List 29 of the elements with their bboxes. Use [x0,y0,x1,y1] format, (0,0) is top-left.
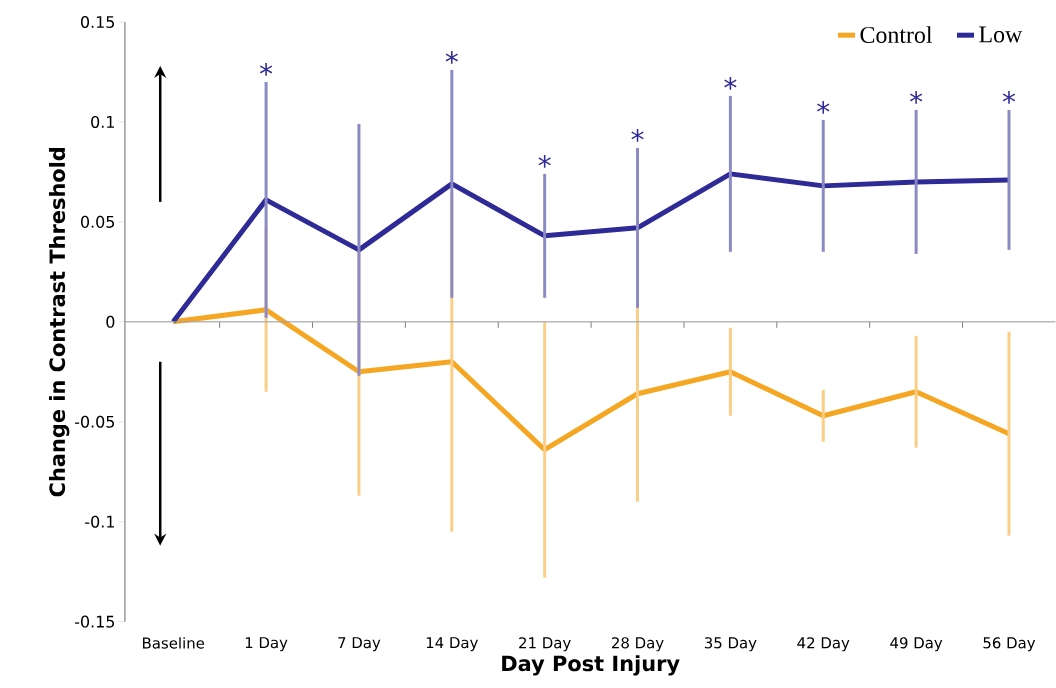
x-tick-label: 35 Day [704,637,757,652]
annotation: * [1002,91,1016,104]
annotation: * [259,63,273,76]
x-tick-label: 28 Day [612,637,664,652]
y-tick-label: 0.1 [91,116,114,129]
x-tick-label: Baseline [143,637,205,649]
x-tick-label: 7 Day [338,637,381,652]
annotation: * [909,91,923,104]
y-tick-label: 0 [106,315,115,329]
x-tick-label: 56 Day [983,637,1036,652]
y-axis-title: Change in Contrast Threshold [48,148,70,497]
x-tick-label: 1 Day [245,637,288,652]
annotation: * [817,101,830,114]
x-tick-label: 14 Day [426,637,478,652]
x-tick-label: 21 Day [519,637,571,652]
y-tick-label: -0.05 [74,415,115,428]
y-tick-label: -0.15 [74,615,115,628]
y-tick-label: 0.05 [81,216,115,229]
x-tick-label: 49 Day [890,637,943,652]
y-tick-label: 0.15 [81,16,115,29]
y-tick-label: -0.1 [85,515,114,528]
legend-label: Control [860,26,933,44]
x-axis-title: Day Post Injury [502,655,680,676]
annotation: * [724,77,737,90]
legend-label: Low [979,26,1023,43]
annotation: * [631,129,644,142]
x-tick-label: 42 Day [797,637,850,652]
annotation: * [538,155,551,168]
annotation: * [445,51,458,64]
